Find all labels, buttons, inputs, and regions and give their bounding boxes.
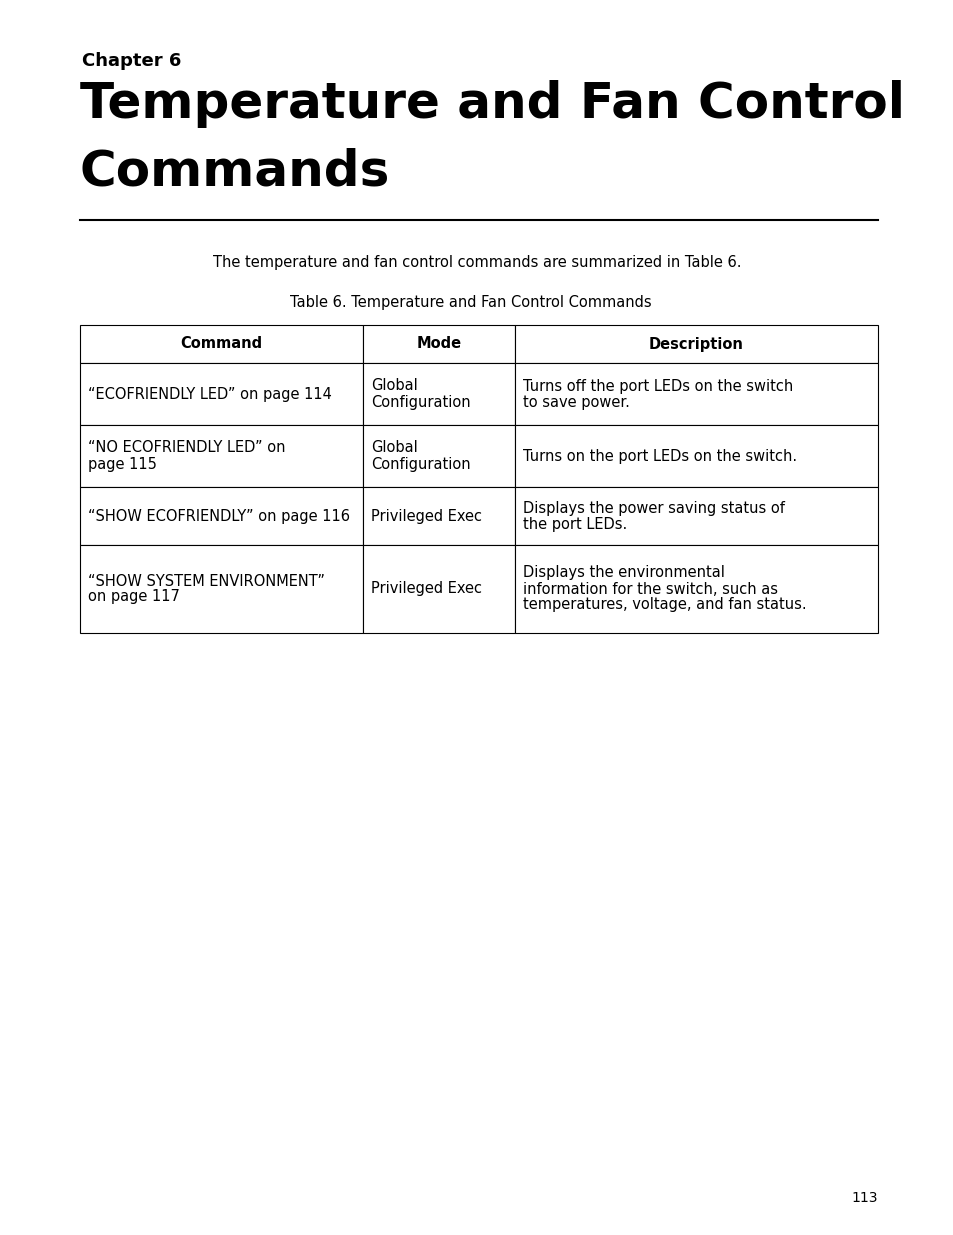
Bar [80, 487, 363, 545]
Text: Global: Global [371, 441, 417, 456]
Text: Commands: Commands [80, 148, 390, 196]
Text: Privileged Exec: Privileged Exec [371, 509, 482, 524]
Text: Chapter 6: Chapter 6 [82, 52, 181, 70]
Text: Turns on the port LEDs on the switch.: Turns on the port LEDs on the switch. [522, 448, 796, 463]
Bar [363, 325, 515, 363]
Text: Command: Command [180, 336, 262, 352]
Bar [363, 487, 515, 545]
Bar [515, 425, 877, 487]
Text: The temperature and fan control commands are summarized in Table 6.: The temperature and fan control commands… [213, 254, 740, 270]
Text: Temperature and Fan Control: Temperature and Fan Control [80, 80, 904, 128]
Text: Configuration: Configuration [371, 457, 471, 472]
Bar [515, 325, 877, 363]
Bar [80, 325, 363, 363]
Text: Mode: Mode [416, 336, 461, 352]
Bar [363, 425, 515, 487]
Text: Description: Description [648, 336, 743, 352]
Text: “SHOW ECOFRIENDLY” on page 116: “SHOW ECOFRIENDLY” on page 116 [88, 509, 350, 524]
Text: “ECOFRIENDLY LED” on page 114: “ECOFRIENDLY LED” on page 114 [88, 387, 332, 401]
Text: “NO ECOFRIENDLY LED” on: “NO ECOFRIENDLY LED” on [88, 441, 285, 456]
Text: 113: 113 [851, 1191, 877, 1205]
Bar [363, 363, 515, 425]
Bar [515, 363, 877, 425]
Text: to save power.: to save power. [522, 394, 629, 410]
Bar [80, 425, 363, 487]
Text: Privileged Exec: Privileged Exec [371, 582, 482, 597]
Text: Displays the environmental: Displays the environmental [522, 566, 724, 580]
Text: information for the switch, such as: information for the switch, such as [522, 582, 777, 597]
Text: Configuration: Configuration [371, 394, 471, 410]
Text: on page 117: on page 117 [88, 589, 180, 604]
Bar [363, 545, 515, 634]
Text: page 115: page 115 [88, 457, 156, 472]
Text: the port LEDs.: the port LEDs. [522, 516, 626, 531]
Text: “SHOW SYSTEM ENVIRONMENT”: “SHOW SYSTEM ENVIRONMENT” [88, 573, 325, 589]
Text: Global: Global [371, 378, 417, 394]
Bar [515, 487, 877, 545]
Bar [80, 545, 363, 634]
Bar [80, 363, 363, 425]
Text: temperatures, voltage, and fan status.: temperatures, voltage, and fan status. [522, 598, 805, 613]
Text: Displays the power saving status of: Displays the power saving status of [522, 500, 784, 515]
Text: Turns off the port LEDs on the switch: Turns off the port LEDs on the switch [522, 378, 792, 394]
Text: Table 6. Temperature and Fan Control Commands: Table 6. Temperature and Fan Control Com… [290, 295, 651, 310]
Bar [515, 545, 877, 634]
